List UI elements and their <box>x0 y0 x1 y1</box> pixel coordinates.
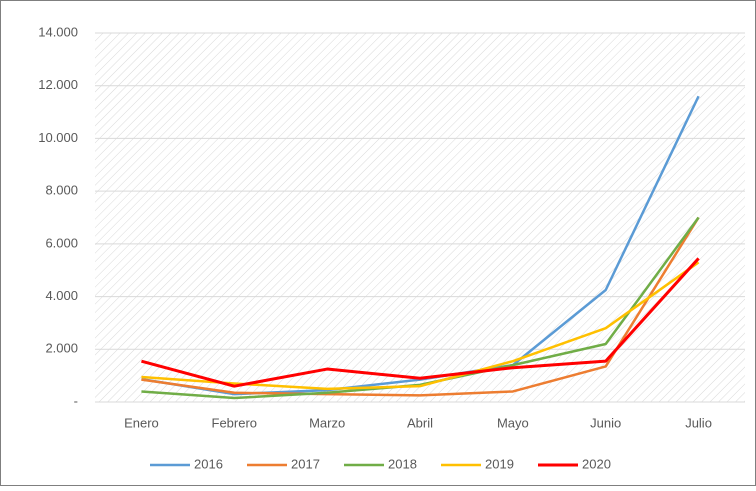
y-tick-label: 12.000 <box>38 77 78 92</box>
series-line <box>141 216 700 400</box>
x-tick-label: Mayo <box>497 415 529 430</box>
x-tick-label: Febrero <box>212 415 258 430</box>
y-tick-label: 4.000 <box>45 288 78 303</box>
x-tick-label: Marzo <box>309 415 345 430</box>
y-tick-label: 8.000 <box>45 183 78 198</box>
y-tick-label: 14.000 <box>38 24 78 39</box>
legend-label: 2016 <box>194 456 223 471</box>
series-line <box>141 261 700 391</box>
series-line <box>141 257 700 388</box>
legend-label: 2018 <box>388 456 417 471</box>
legend-label: 2019 <box>485 456 514 471</box>
y-tick-label: 10.000 <box>38 130 78 145</box>
plot-area <box>95 33 745 402</box>
x-tick-label: Julio <box>685 415 712 430</box>
x-tick-label: Junio <box>590 415 621 430</box>
legend-label: 2020 <box>582 456 611 471</box>
x-tick-label: Enero <box>124 415 159 430</box>
legend-label: 2017 <box>291 456 320 471</box>
x-tick-label: Abril <box>407 415 433 430</box>
series-line <box>141 216 700 397</box>
y-tick-label: 6.000 <box>45 235 78 250</box>
y-tick-label: 2.000 <box>45 341 78 356</box>
y-tick-label: - <box>74 393 78 408</box>
